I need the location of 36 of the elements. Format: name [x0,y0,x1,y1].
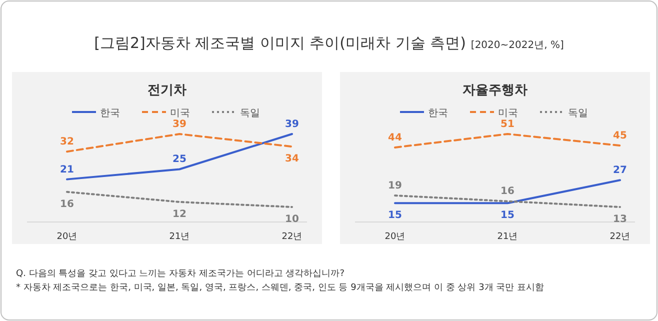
chart-title: 자율주행차 [462,83,528,98]
data-label: 10 [285,214,299,225]
x-tick-label: 22년 [282,232,302,242]
data-label: 39 [285,119,299,130]
legend-label: 한국 [100,108,120,119]
data-label: 16 [500,186,514,198]
text: * 자동차 제조국으로는 한국, 미국, 일본, 독일, 영국, 프랑스, 스웨덴, 중국, 인도 등 9개국을 제시했으며 이 중 상위 3개 국만 표시함 [16,283,544,293]
data-label: 12 [172,208,186,220]
x-tick-label: 21년 [169,232,190,242]
data-label: 15 [500,210,514,222]
x-tick-label: 21년 [497,232,518,242]
data-label: 15 [388,210,402,222]
legend-label: 한국 [428,108,448,119]
data-label: 39 [172,119,186,130]
legend-label: 미국 [498,108,518,119]
data-label: 45 [613,130,627,142]
data-label: 16 [60,198,74,210]
legend-label: 독일 [568,108,588,119]
data-label: 21 [60,164,74,176]
text: [그림2]자동차 제조국별 이미지 추이(미래차 기술 측면) [94,34,466,52]
legend-label: 독일 [240,108,260,119]
x-tick-label: 20년 [56,232,78,242]
x-tick-label: 20년 [384,232,406,242]
x-tick-label: 22년 [610,232,630,242]
text: [2020~2022년, %] [470,40,564,51]
legend-label: 미국 [170,108,190,119]
data-label: 13 [613,214,627,225]
data-label: 19 [388,180,402,192]
text: Q. 다음의 특성을 갖고 있다고 느끼는 자동차 제조국가는 어디라고 생각하십니까? [16,269,345,279]
data-label: 25 [172,154,186,166]
data-label: 51 [500,119,514,130]
chart-title: 전기차 [148,83,186,98]
data-label: 44 [388,132,402,144]
data-label: 27 [613,165,627,176]
data-label: 32 [60,136,74,148]
data-label: 34 [285,154,299,165]
